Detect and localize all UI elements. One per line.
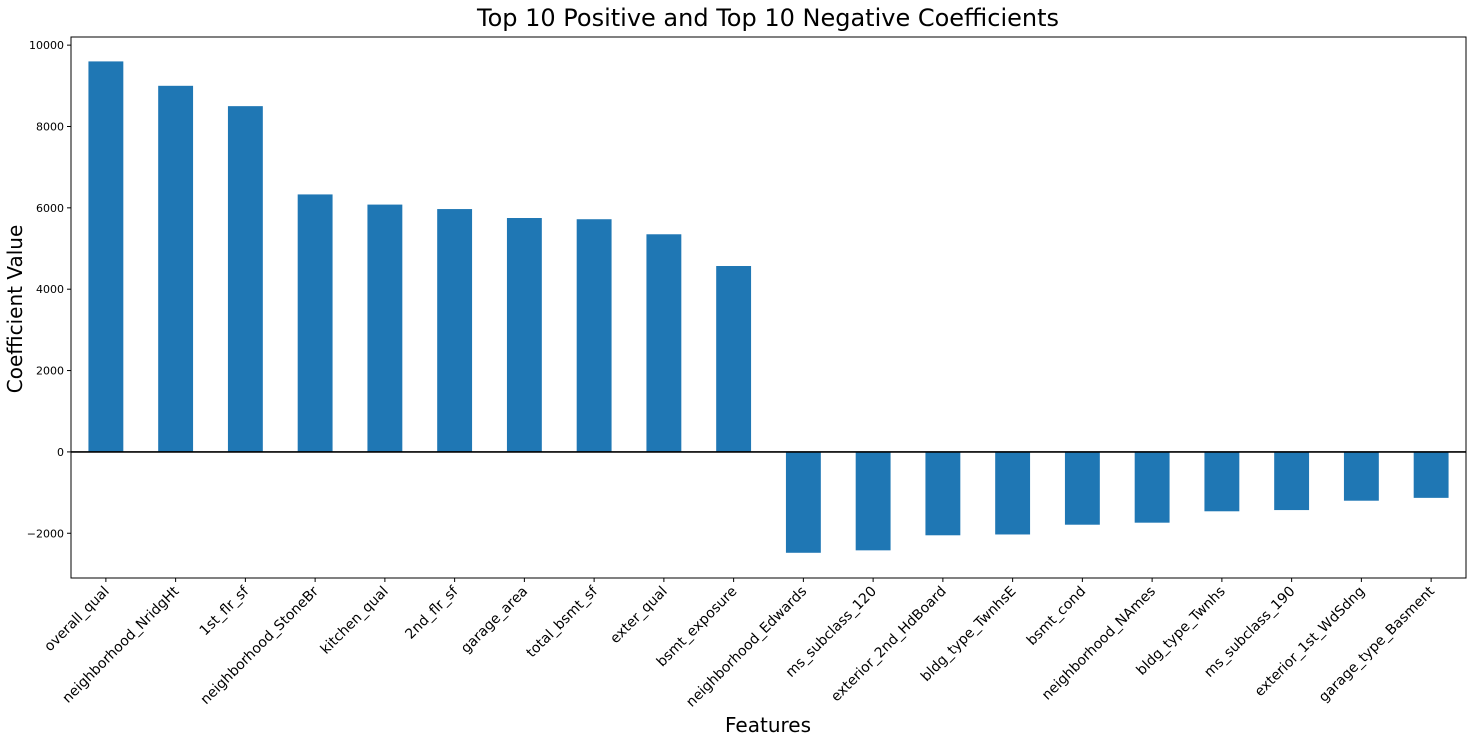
bar-ms_subclass_120 (855, 451, 891, 551)
y-tick-label: 6000 (36, 202, 64, 215)
y-axis-ticks: −2000 0 2000 4000 6000 8000 10000 (27, 39, 71, 540)
x-tick-label: garage_area (458, 584, 531, 657)
bar-2nd_flr_sf (437, 209, 473, 452)
bar-bsmt_cond (1064, 451, 1100, 525)
bar-neighborhood_Edwards (785, 451, 821, 553)
bar-ms_subclass_190 (1274, 451, 1310, 511)
x-tick-label: overall_qual (41, 584, 112, 655)
x-tick-label: 2nd_flr_sf (402, 583, 462, 643)
bar-bsmt_exposure (716, 266, 752, 452)
x-tick-label: neighborhood_StoneBr (198, 583, 322, 707)
x-tick-label: neighborhood_NAmes (1039, 584, 1159, 704)
y-tick-label: 8000 (36, 120, 64, 133)
bar-neighborhood_StoneBr (297, 194, 333, 452)
y-tick-label: −2000 (27, 527, 64, 540)
x-tick-label: exter_qual (607, 584, 670, 647)
x-tick-label: exterior_2nd_HdBoard (828, 584, 950, 706)
bar-1st_flr_sf (227, 106, 263, 452)
bar-bldg_type_Twnhs (1204, 451, 1240, 512)
x-tick-label: neighborhood_Edwards (683, 584, 810, 711)
bar-neighborhood_NAmes (1134, 451, 1170, 523)
bar-overall_qual (88, 61, 124, 452)
bar-total_bsmt_sf (576, 219, 612, 452)
x-axis-label: Features (725, 713, 811, 737)
bar-garage_type_Basment (1413, 451, 1449, 498)
bar-neighborhood_NridgHt (158, 85, 194, 452)
x-tick-label: bsmt_cond (1024, 584, 1089, 649)
bar-kitchen_qual (367, 204, 403, 452)
y-tick-label: 10000 (29, 39, 64, 52)
bars-group (88, 61, 1449, 553)
bar-exter_qual (646, 234, 682, 452)
x-tick-label: garage_type_Basment (1316, 583, 1438, 705)
x-tick-label: 1st_flr_sf (197, 583, 253, 639)
bar-bldg_type_TwnhsE (995, 451, 1031, 535)
chart-title: Top 10 Positive and Top 10 Negative Coef… (476, 4, 1059, 32)
plot-frame (70, 36, 1467, 579)
bar-exterior_2nd_HdBoard (925, 451, 961, 536)
x-tick-label: kitchen_qual (318, 584, 392, 658)
bar-exterior_1st_WdSdng (1343, 451, 1379, 501)
x-tick-label: neighborhood_NridgHt (59, 583, 182, 706)
y-tick-label: 4000 (36, 283, 64, 296)
bar-garage_area (506, 218, 542, 452)
y-axis-label: Coefficient Value (3, 225, 27, 394)
y-tick-label: 2000 (36, 365, 64, 378)
x-tick-label: total_bsmt_sf (523, 583, 601, 661)
y-tick-label: 0 (57, 446, 64, 459)
